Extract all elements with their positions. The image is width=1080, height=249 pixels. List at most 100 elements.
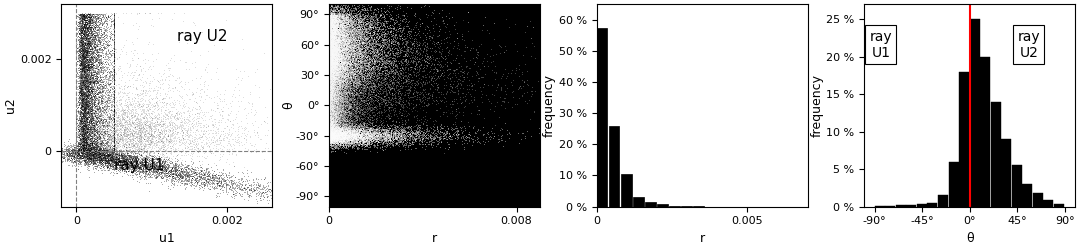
- Point: [326, 31, 343, 35]
- Point: [340, 136, 357, 140]
- Point: [351, 3, 368, 7]
- Point: [70, 85, 87, 89]
- Point: [97, 32, 114, 36]
- Point: [321, 135, 338, 139]
- Point: [352, 72, 369, 76]
- Point: [93, 122, 110, 126]
- Point: [72, 26, 90, 30]
- Point: [324, 8, 341, 12]
- Point: [329, 72, 347, 76]
- Point: [326, 109, 343, 113]
- Point: [332, 57, 349, 61]
- Point: [75, 14, 92, 18]
- Point: [431, 136, 448, 140]
- Point: [83, 107, 100, 111]
- Point: [389, 83, 406, 87]
- Point: [78, 125, 95, 129]
- Point: [79, 120, 96, 124]
- Point: [328, 71, 346, 75]
- Point: [336, 45, 353, 49]
- Point: [106, 61, 123, 65]
- Point: [327, 100, 345, 104]
- Point: [85, 98, 103, 102]
- Point: [322, 42, 339, 46]
- Point: [294, 90, 311, 94]
- Point: [374, 139, 391, 143]
- Point: [324, 60, 341, 64]
- Point: [324, 53, 341, 57]
- Point: [96, 132, 113, 136]
- Point: [325, 68, 342, 72]
- Point: [437, 100, 455, 104]
- Point: [75, 148, 92, 152]
- Point: [321, 15, 338, 19]
- Point: [343, 131, 361, 135]
- Point: [97, 24, 114, 28]
- Point: [146, 143, 163, 147]
- Point: [345, 69, 362, 73]
- Point: [89, 158, 106, 162]
- Point: [411, 98, 429, 102]
- Point: [141, 171, 159, 175]
- Point: [337, 56, 354, 60]
- Point: [103, 115, 120, 119]
- Point: [333, 130, 350, 134]
- Point: [350, 36, 367, 40]
- Point: [321, 62, 338, 65]
- Point: [326, 99, 343, 103]
- Point: [340, 92, 357, 96]
- Point: [361, 140, 378, 144]
- Point: [350, 139, 367, 143]
- Point: [161, 146, 178, 150]
- Point: [401, 140, 418, 144]
- Point: [332, 67, 349, 71]
- Point: [329, 58, 347, 62]
- Point: [327, 16, 345, 20]
- Point: [325, 12, 342, 16]
- Point: [87, 87, 105, 91]
- Point: [338, 17, 355, 21]
- Point: [327, 92, 345, 96]
- Point: [321, 37, 338, 41]
- Point: [73, 90, 91, 94]
- Point: [73, 125, 91, 129]
- Point: [69, 34, 86, 38]
- Point: [333, 95, 350, 99]
- Point: [321, 131, 338, 135]
- Point: [181, 132, 199, 136]
- Point: [372, 13, 389, 17]
- Point: [327, 87, 345, 91]
- Point: [350, 53, 367, 57]
- Point: [327, 109, 345, 113]
- Point: [325, 103, 342, 107]
- Point: [76, 130, 93, 134]
- Point: [322, 107, 339, 111]
- Point: [345, 129, 362, 133]
- Point: [323, 53, 340, 57]
- Point: [363, 204, 380, 208]
- Point: [341, 67, 359, 71]
- Point: [327, 136, 345, 140]
- Point: [133, 149, 150, 153]
- Point: [324, 73, 341, 77]
- Point: [347, 0, 364, 3]
- Point: [78, 54, 95, 58]
- Point: [325, 101, 342, 105]
- Point: [100, 67, 118, 71]
- Point: [75, 72, 92, 76]
- Point: [321, 49, 338, 53]
- Point: [99, 81, 117, 85]
- Point: [93, 122, 110, 125]
- Point: [367, 116, 384, 120]
- Point: [492, 76, 510, 80]
- Point: [335, 49, 352, 53]
- Point: [338, 26, 355, 30]
- Point: [107, 110, 124, 114]
- Point: [335, 129, 352, 133]
- Point: [156, 128, 173, 132]
- Point: [327, 91, 345, 95]
- Point: [362, 60, 379, 64]
- Point: [326, 94, 343, 98]
- Point: [335, 48, 352, 52]
- Point: [329, 124, 347, 127]
